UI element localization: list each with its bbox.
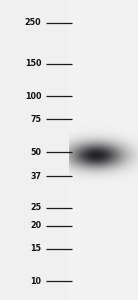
Text: 37: 37 (30, 172, 41, 181)
Text: 75: 75 (30, 115, 41, 124)
Text: 20: 20 (30, 221, 41, 230)
Text: 10: 10 (30, 277, 41, 286)
Text: 250: 250 (25, 18, 41, 27)
Text: 100: 100 (25, 92, 41, 101)
Text: 50: 50 (30, 148, 41, 157)
Text: 150: 150 (25, 59, 41, 68)
Text: 15: 15 (30, 244, 41, 253)
Text: 25: 25 (30, 203, 41, 212)
